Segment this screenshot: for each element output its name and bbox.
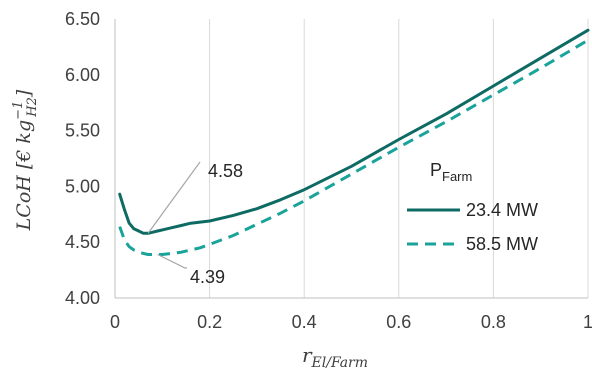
legend-label-58-5-mw: 58.5 MW bbox=[466, 234, 538, 254]
annotations: 4.58 4.39 bbox=[147, 161, 243, 287]
y-tick-label-5-50: 5.50 bbox=[65, 121, 100, 141]
legend: PFarm 23.4 MW 58.5 MW bbox=[407, 160, 538, 254]
x-tick-label-0-2: 0.2 bbox=[197, 312, 222, 332]
annotation-leader-4-58 bbox=[147, 161, 201, 234]
x-axis-title-sub: El/Farm bbox=[311, 355, 369, 371]
x-tick-label-0-8: 0.8 bbox=[481, 312, 506, 332]
annotation-leader-4-39 bbox=[157, 253, 187, 269]
axis-lines bbox=[114, 19, 588, 299]
legend-title: PFarm bbox=[430, 160, 472, 184]
legend-title-sub: Farm bbox=[442, 169, 472, 184]
legend-title-main: P bbox=[430, 160, 442, 180]
x-tick-label-0-6: 0.6 bbox=[386, 312, 411, 332]
y-axis-title-main: LCoH [€ kg bbox=[13, 120, 35, 231]
annotation-label-4-39: 4.39 bbox=[190, 267, 225, 287]
y-tick-label-6-00: 6.00 bbox=[65, 65, 100, 85]
grid-lines bbox=[209, 19, 589, 298]
x-tick-label-0-4: 0.4 bbox=[292, 312, 317, 332]
y-tick-label-4-50: 4.50 bbox=[65, 232, 100, 252]
y-axis-title: LCoH [€ kg−1H2] bbox=[11, 89, 40, 231]
series-line-23-4-mw bbox=[118, 28, 590, 235]
y-tick-label-4-00: 4.00 bbox=[65, 288, 100, 308]
series-group bbox=[118, 28, 590, 256]
y-axis-title-sup: −1 bbox=[11, 101, 26, 120]
legend-label-23-4-mw: 23.4 MW bbox=[466, 200, 538, 220]
y-axis-title-close: ] bbox=[13, 89, 35, 98]
y-tick-label-5-00: 5.00 bbox=[65, 176, 100, 196]
x-tick-label-0: 0 bbox=[110, 312, 120, 332]
x-tick-label-1: 1 bbox=[583, 312, 592, 332]
x-axis-title-main: r bbox=[302, 343, 313, 367]
x-axis-title: rEl/Farm bbox=[302, 343, 368, 371]
y-tick-label-6-50: 6.50 bbox=[65, 9, 100, 29]
tick-labels: 0 0.2 0.4 0.6 0.8 1 4.00 4.50 5.00 5.50 6.00 6.50 bbox=[65, 9, 592, 332]
annotation-label-4-58: 4.58 bbox=[208, 161, 243, 181]
y-axis-title-sub: H2 bbox=[25, 97, 40, 118]
